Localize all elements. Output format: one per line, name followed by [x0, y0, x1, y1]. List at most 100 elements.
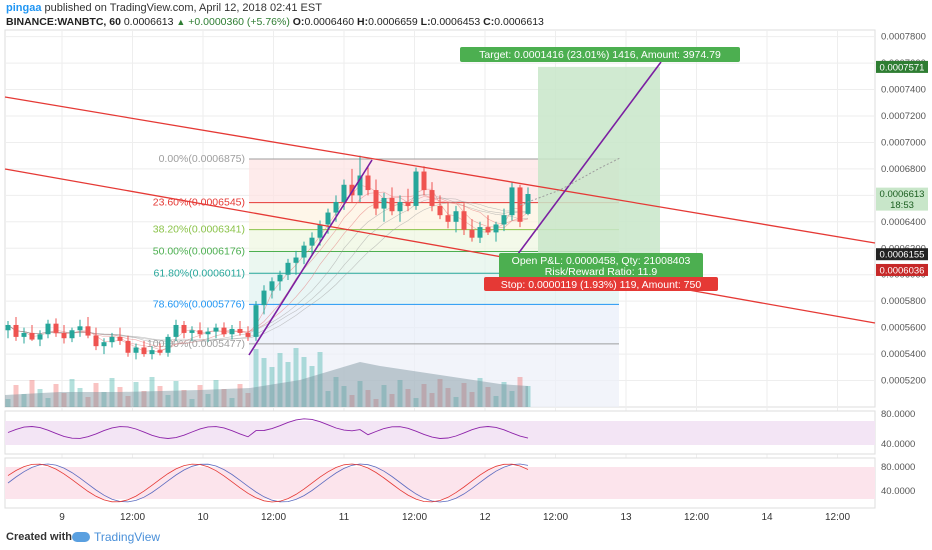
volume-bar: [197, 385, 203, 407]
volume-bar: [221, 389, 227, 407]
volume-bar: [301, 357, 307, 407]
volume-bar: [165, 395, 171, 407]
channel-line-lower: [4, 168, 876, 324]
x-tick-label: 12:00: [402, 512, 427, 523]
moving-average-line: [7, 194, 529, 348]
candle-body: [461, 211, 467, 230]
volume-bar: [381, 385, 387, 407]
candle-body: [61, 332, 67, 339]
stop-label-text: Stop: 0.0000119 (1.93%) 119, Amount: 750: [501, 279, 702, 291]
x-tick-label: 12:00: [120, 512, 145, 523]
candle-body: [397, 201, 403, 212]
candle-body: [357, 175, 363, 196]
candle-body: [117, 336, 123, 341]
high-value: 0.0006659: [368, 16, 418, 28]
candle-body: [341, 184, 347, 202]
tradingview-brand: TradingView: [94, 530, 161, 544]
volume-bar: [437, 379, 443, 407]
symbol-name: BINANCE:WANBTC, 60: [6, 16, 121, 28]
trend-line-projection: [511, 61, 662, 263]
price-axis-label: 0.0006613: [876, 187, 928, 200]
moving-average-line: [7, 184, 529, 353]
publish-line: pingaa published on TradingView.com, Apr…: [6, 2, 322, 15]
tradingview-logo[interactable]: TradingView: [72, 530, 160, 544]
volume-bar: [469, 392, 475, 407]
candle-body: [245, 332, 251, 337]
candle-body: [157, 350, 163, 353]
volume-bar: [229, 398, 235, 407]
candle-body: [141, 347, 147, 355]
volume-bar: [357, 381, 363, 407]
price-axis-label-text: 0.0006155: [880, 250, 925, 261]
y-tick-label: 0.0007200: [881, 111, 926, 122]
y-tick-label: 0.0006400: [881, 217, 926, 228]
fib-level-label: 38.20%(0.0006341): [153, 224, 245, 236]
stop-label-bg: [484, 277, 718, 291]
volume-bar: [389, 394, 395, 407]
candle-body: [405, 201, 411, 206]
volume-bar: [53, 384, 59, 407]
candle-body: [445, 215, 451, 222]
volume-bar: [181, 390, 187, 407]
volume-bar: [157, 386, 163, 407]
candle-body: [189, 330, 195, 333]
volume-bar: [309, 366, 315, 407]
candle-body: [205, 331, 211, 335]
y-tick-label: 0.0005600: [881, 323, 926, 334]
target-label: Target: 0.0001416 (23.01%) 1416, Amount:…: [460, 47, 740, 62]
candle-body: [261, 290, 267, 306]
x-tick-label: 12:00: [825, 512, 850, 523]
price-change: +0.0000360 (+5.76%): [188, 16, 290, 28]
candle-body: [37, 334, 43, 340]
stoch-tick-label: 80.0000: [881, 462, 915, 473]
candle-body: [501, 215, 507, 225]
x-tick-label: 9: [59, 512, 65, 523]
candle-body: [29, 332, 35, 340]
volume-bar: [453, 397, 459, 407]
rsi-line: [7, 418, 529, 439]
volume-bar: [85, 397, 91, 407]
y-tick-label: 0.0007000: [881, 137, 926, 148]
y-tick-label: 0.0007800: [881, 32, 926, 43]
pnl-label-text: Open P&L: 0.0000458, Qty: 21008403: [512, 255, 691, 267]
candle-body: [469, 229, 475, 238]
candle-body: [277, 274, 283, 282]
price-chart[interactable]: 0.00078000.00076000.00074000.00072000.00…: [0, 0, 932, 528]
volume-bar: [333, 377, 339, 407]
y-tick-label: 0.0007400: [881, 85, 926, 96]
target-label-bg: [460, 47, 740, 62]
candle-body: [309, 237, 315, 246]
candle-body: [213, 327, 219, 332]
volume-bar: [261, 358, 267, 407]
volume-area: [5, 362, 528, 407]
high-label: H:: [357, 16, 369, 28]
price-axis-label-bg: [876, 263, 928, 276]
price-axis-label-text: 0.0007571: [880, 62, 925, 73]
rsi-band: [5, 421, 875, 445]
candle-body: [301, 245, 307, 258]
candle-body: [525, 194, 531, 214]
rsi-tick-label: 80.0000: [881, 409, 915, 420]
fib-level-label: 78.60%(0.0005776): [153, 298, 245, 310]
candle-body: [69, 330, 75, 339]
up-arrow-icon: ▲: [176, 17, 186, 27]
volume-bar: [365, 390, 371, 407]
price-axis-label: 18:53: [876, 198, 928, 211]
volume-bar: [445, 388, 451, 407]
candle-body: [485, 227, 491, 233]
volume-bar: [405, 389, 411, 407]
volume-bar: [429, 393, 435, 407]
candle-body: [133, 347, 139, 353]
price-axis-label-text: 18:53: [890, 200, 914, 211]
volume-bar: [45, 398, 51, 407]
candle-body: [101, 342, 107, 347]
volume-bar: [341, 386, 347, 407]
candle-body: [509, 187, 515, 216]
moving-average-line: [7, 191, 529, 351]
y-tick-label: 0.0005400: [881, 349, 926, 360]
candle-body: [173, 324, 179, 337]
volume-bar: [189, 399, 195, 407]
volume-bar: [61, 393, 67, 407]
author-name[interactable]: pingaa: [6, 2, 42, 14]
cloud-icon: [72, 532, 90, 542]
